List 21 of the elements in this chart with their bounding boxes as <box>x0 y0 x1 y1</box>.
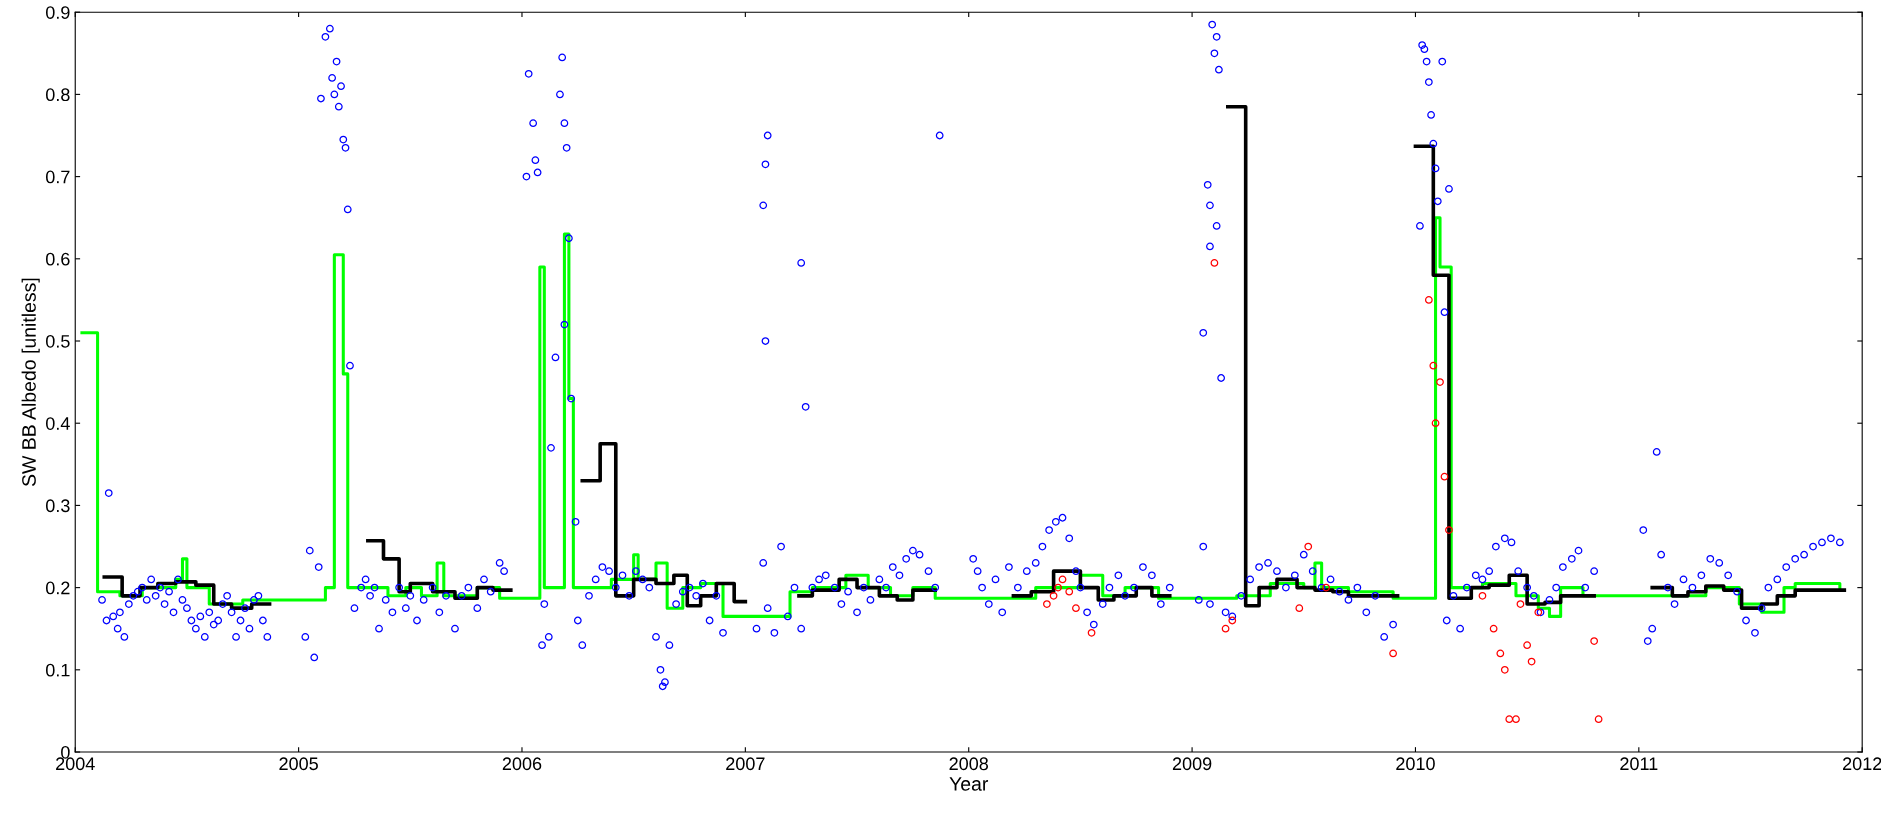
x-tick-label: 2012 <box>1843 757 1881 771</box>
x-tick-label: 2010 <box>1396 757 1435 771</box>
y-tick-label: 0.4 <box>45 417 70 430</box>
y-tick-label: 0 <box>61 745 70 759</box>
y-tick-label: 0.5 <box>45 334 70 348</box>
x-tick-label: 2004 <box>56 757 95 771</box>
x-tick-label: 2007 <box>726 757 765 771</box>
y-tick-label: 0.6 <box>45 252 70 266</box>
y-tick-label: 0.7 <box>45 170 70 184</box>
x-tick-label: 2009 <box>1172 757 1212 771</box>
x-tick-label: 2008 <box>949 757 989 771</box>
y-tick-label: 0.9 <box>45 6 70 19</box>
x-axis-title: Year <box>949 777 989 791</box>
x-tick-label: 2005 <box>279 757 318 771</box>
y-axis-title: SW BB Albedo [unitless] <box>21 278 40 487</box>
y-tick-label: 0.8 <box>45 88 70 102</box>
y-tick-label: 0.1 <box>45 663 70 677</box>
x-tick-label: 2006 <box>502 757 542 771</box>
y-tick-label: 0.2 <box>45 581 70 595</box>
y-tick-label: 0.3 <box>45 499 70 513</box>
x-tick-label: 2011 <box>1620 757 1658 771</box>
